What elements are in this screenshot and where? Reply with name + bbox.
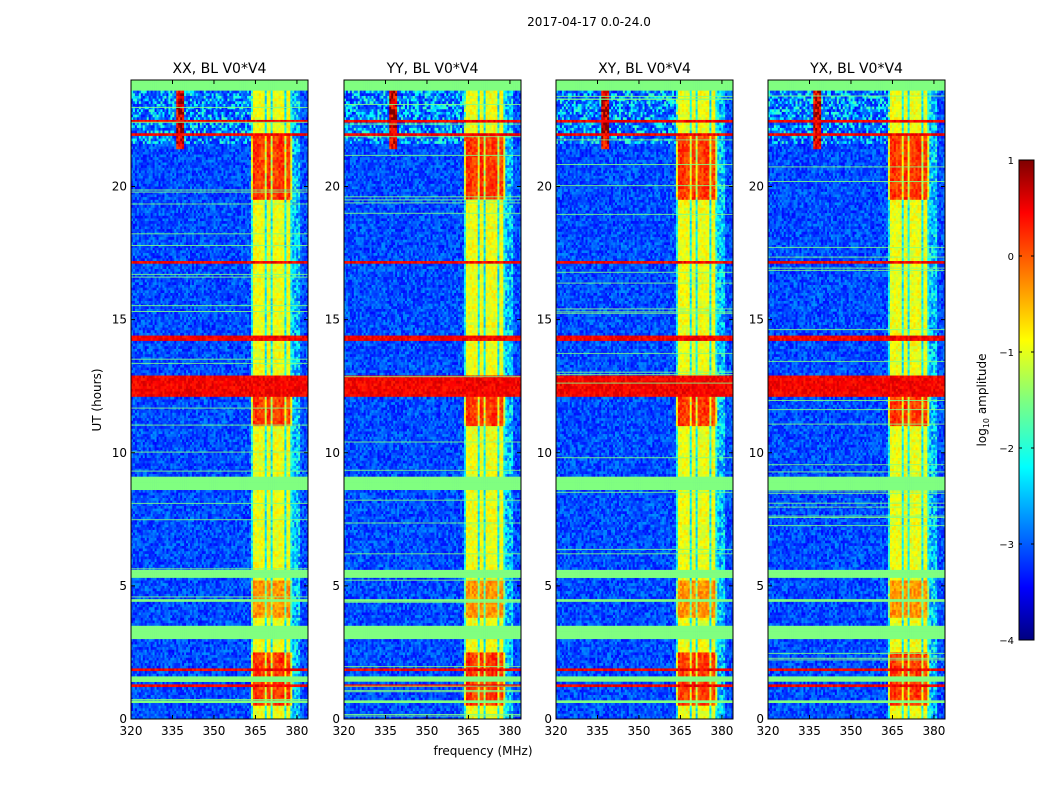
panel-2-xtick-label-4: 380 bbox=[710, 724, 733, 738]
panel-1-xtick-label-2: 350 bbox=[416, 724, 439, 738]
colorbar-tick-label-5: −4 bbox=[999, 636, 1014, 647]
panel-1-xtick-label-4: 380 bbox=[498, 724, 521, 738]
colorbar-tick-label-1: 0 bbox=[1008, 252, 1014, 263]
colorbar: 1 0 −1 −2 −3 −4 log10 amplitude bbox=[975, 156, 1034, 647]
panel-0-ytick-label-3: 15 bbox=[112, 313, 127, 327]
panel-1-xtick-label-0: 320 bbox=[333, 724, 356, 738]
panel-1-title: YY, BL V0*V4 bbox=[386, 61, 479, 77]
x-axis-label: frequency (MHz) bbox=[433, 744, 532, 758]
panel-2-xtick-label-0: 320 bbox=[545, 724, 568, 738]
panel-2-ytick-label-1: 5 bbox=[544, 579, 552, 593]
panel-2-ytick-label-3: 15 bbox=[537, 313, 552, 327]
panel-1-ytick-label-3: 15 bbox=[325, 313, 340, 327]
panel-3-xtick-label-1: 335 bbox=[798, 724, 821, 738]
colorbar-tick-label-4: −3 bbox=[999, 540, 1014, 551]
panel-2-xtick-label-3: 365 bbox=[669, 724, 692, 738]
panel-1-ytick-label-2: 10 bbox=[325, 446, 340, 460]
panel-1: YY, BL V0*V4 320 335 350 365 380 0 5 10 15 20 bbox=[325, 61, 522, 738]
panel-0-ytick-label-4: 20 bbox=[112, 180, 127, 194]
panel-3-xtick-label-4: 380 bbox=[922, 724, 945, 738]
panel-3-xtick-label-3: 365 bbox=[881, 724, 904, 738]
panel-3-ytick-label-1: 5 bbox=[756, 579, 764, 593]
y-axis-label: UT (hours) bbox=[90, 368, 104, 431]
panel-0-ytick-label-0: 0 bbox=[119, 712, 127, 726]
colorbar-gradient bbox=[1019, 160, 1034, 640]
panel-0-xtick-label-2: 350 bbox=[203, 724, 226, 738]
panel-1-xtick-label-3: 365 bbox=[457, 724, 480, 738]
panel-0: XX, BL V0*V4 320 335 350 365 380 0 5 10 15 20 bbox=[112, 61, 309, 738]
panel-2-xtick-label-2: 350 bbox=[628, 724, 651, 738]
colorbar-label: log10 amplitude bbox=[975, 354, 991, 447]
panel-0-xtick-label-1: 335 bbox=[161, 724, 184, 738]
panel-0-xtick-label-3: 365 bbox=[244, 724, 267, 738]
panel-1-ytick-label-0: 0 bbox=[332, 712, 340, 726]
panel-3-ytick-label-2: 10 bbox=[749, 446, 764, 460]
panel-3: YX, BL V0*V4 320 335 350 365 380 0 5 10 15 20 bbox=[749, 61, 946, 738]
panel-1-xtick-label-1: 335 bbox=[374, 724, 397, 738]
panel-2: XY, BL V0*V4 320 335 350 365 380 0 5 10 15 20 bbox=[537, 61, 734, 738]
colorbar-tick-label-2: −1 bbox=[999, 348, 1014, 359]
colorbar-tick-label-3: −2 bbox=[999, 444, 1014, 455]
panel-3-title: YX, BL V0*V4 bbox=[809, 61, 903, 77]
panel-2-xtick-label-1: 335 bbox=[586, 724, 609, 738]
panel-1-ytick-label-4: 20 bbox=[325, 180, 340, 194]
panel-2-ytick-label-2: 10 bbox=[537, 446, 552, 460]
panel-0-heatmap bbox=[131, 80, 308, 719]
panel-2-ytick-label-0: 0 bbox=[544, 712, 552, 726]
panel-1-heatmap bbox=[344, 80, 521, 719]
panel-3-ytick-label-4: 20 bbox=[749, 180, 764, 194]
colorbar-tick-label-0: 1 bbox=[1008, 156, 1014, 167]
panel-0-xtick-label-0: 320 bbox=[120, 724, 143, 738]
panel-0-ytick-label-2: 10 bbox=[112, 446, 127, 460]
panel-3-xtick-label-2: 350 bbox=[840, 724, 863, 738]
panel-3-ytick-label-0: 0 bbox=[756, 712, 764, 726]
panel-1-ytick-label-1: 5 bbox=[332, 579, 340, 593]
panel-3-heatmap bbox=[768, 80, 945, 719]
panel-2-title: XY, BL V0*V4 bbox=[598, 61, 691, 77]
figure-suptitle: 2017-04-17 0.0-24.0 bbox=[527, 15, 651, 29]
panel-2-ytick-label-4: 20 bbox=[537, 180, 552, 194]
panel-0-xtick-label-4: 380 bbox=[285, 724, 308, 738]
panel-0-title: XX, BL V0*V4 bbox=[173, 61, 267, 77]
panel-3-ytick-label-3: 15 bbox=[749, 313, 764, 327]
panel-0-ytick-label-1: 5 bbox=[119, 579, 127, 593]
panel-3-xtick-label-0: 320 bbox=[757, 724, 780, 738]
panel-2-heatmap bbox=[556, 80, 733, 719]
